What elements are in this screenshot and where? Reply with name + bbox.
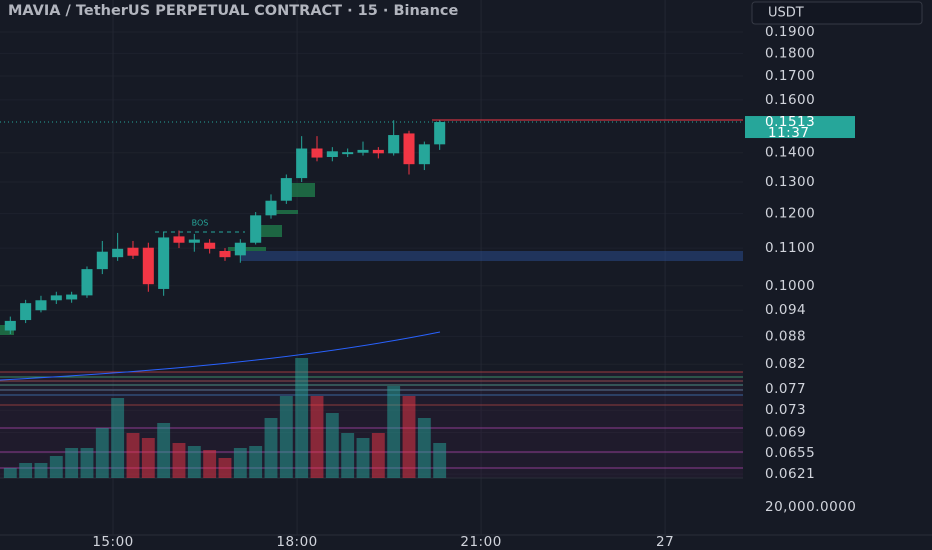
y-tick-label: 0.1300 bbox=[765, 174, 815, 190]
candle-body bbox=[158, 237, 170, 289]
candle-body bbox=[219, 250, 231, 258]
candle-body bbox=[311, 148, 323, 158]
volume-bar bbox=[417, 418, 431, 478]
price-tag-label: 0.1513 bbox=[765, 114, 815, 130]
volume-bar bbox=[341, 433, 355, 478]
candle-body bbox=[35, 300, 47, 311]
volume-bar bbox=[141, 438, 155, 478]
y-tick-label: 0.1700 bbox=[765, 68, 815, 84]
volume-bar bbox=[126, 433, 140, 478]
candle-body bbox=[326, 151, 338, 157]
y-tick-label: 0.077 bbox=[765, 381, 806, 397]
candle-body bbox=[96, 251, 108, 270]
countdown-label: 11:37 bbox=[768, 125, 809, 141]
currency-button[interactable] bbox=[751, 1, 923, 25]
x-tick-label: 27 bbox=[656, 534, 674, 550]
volume-bar bbox=[95, 428, 109, 478]
x-tick-label: 21:00 bbox=[460, 534, 501, 550]
volume-bar bbox=[356, 438, 370, 478]
volume-bar bbox=[387, 386, 401, 478]
volume-bar bbox=[187, 446, 201, 478]
candle-body bbox=[280, 178, 292, 201]
candle-body bbox=[50, 295, 62, 301]
volume-bar bbox=[34, 463, 48, 478]
candle-body bbox=[296, 148, 308, 179]
volume-bar bbox=[233, 448, 247, 478]
price-tag bbox=[745, 116, 855, 139]
candle-body bbox=[234, 242, 246, 256]
candle-body bbox=[66, 294, 78, 300]
candle-body bbox=[20, 303, 32, 321]
candle-body bbox=[357, 149, 369, 153]
volume-bar bbox=[371, 433, 385, 478]
volume-bar bbox=[433, 443, 447, 478]
x-tick-label: 15:00 bbox=[92, 534, 133, 550]
y-tick-label: 0.1000 bbox=[765, 278, 815, 294]
candle-body bbox=[188, 239, 200, 243]
volume-bar bbox=[325, 413, 339, 478]
currency-label[interactable]: USDT bbox=[768, 6, 804, 21]
volume-bar bbox=[49, 456, 63, 478]
candle-body bbox=[265, 200, 277, 216]
candle-body bbox=[434, 122, 446, 145]
volume-bar bbox=[111, 398, 125, 478]
x-tick-label: 18:00 bbox=[276, 534, 317, 550]
y-tick-label: 0.0655 bbox=[765, 445, 815, 461]
volume-bar bbox=[65, 448, 79, 478]
y-tick-label: 0.094 bbox=[765, 302, 806, 318]
candle-body bbox=[388, 135, 400, 154]
volume-bar bbox=[218, 458, 232, 478]
y-tick-label: 0.1800 bbox=[765, 45, 815, 61]
candle-body bbox=[418, 144, 430, 165]
volume-bar bbox=[3, 468, 17, 478]
candle-body bbox=[127, 247, 139, 256]
volume-bar bbox=[80, 448, 94, 478]
candle-body bbox=[403, 133, 415, 165]
volume-bar bbox=[249, 446, 263, 478]
volume-bar bbox=[157, 423, 171, 478]
candle-body bbox=[173, 236, 185, 243]
y-tick-label: 0.1100 bbox=[765, 240, 815, 256]
volume-bar bbox=[402, 396, 416, 478]
y-tick-label: 0.1400 bbox=[765, 145, 815, 161]
y-tick-label: 0.1900 bbox=[765, 24, 815, 40]
y-tick-label: 0.1600 bbox=[765, 92, 815, 108]
volume-bar bbox=[310, 396, 324, 478]
volume-bar bbox=[295, 358, 309, 478]
demand-zone bbox=[240, 251, 743, 261]
chart-title: MAVIA / TetherUS PERPETUAL CONTRACT · 15… bbox=[8, 3, 459, 19]
moving-average bbox=[0, 331, 441, 381]
candle-body bbox=[142, 247, 154, 285]
y-tick-label: 0.1200 bbox=[765, 206, 815, 222]
candle-body bbox=[250, 215, 262, 243]
y-tick-label: 0.069 bbox=[765, 424, 806, 440]
volume-scale-label: 20,000.0000 bbox=[765, 499, 856, 515]
volume-bar bbox=[203, 450, 217, 478]
y-tick-label: 0.073 bbox=[765, 402, 806, 418]
y-tick-label: 0.088 bbox=[765, 328, 806, 344]
volume-bar bbox=[279, 396, 293, 478]
candle-body bbox=[372, 149, 384, 154]
candle-body bbox=[4, 320, 16, 331]
bos-label: BOS bbox=[192, 219, 209, 228]
y-tick-label: 0.0621 bbox=[765, 466, 815, 482]
volume-bar bbox=[19, 463, 33, 478]
candle-body bbox=[81, 269, 93, 296]
candle-body bbox=[204, 242, 216, 249]
candle-body bbox=[342, 152, 354, 155]
y-tick-label: 0.082 bbox=[765, 356, 806, 372]
volume-bar bbox=[264, 418, 278, 478]
candle-body bbox=[112, 248, 124, 258]
volume-bar bbox=[172, 443, 186, 478]
